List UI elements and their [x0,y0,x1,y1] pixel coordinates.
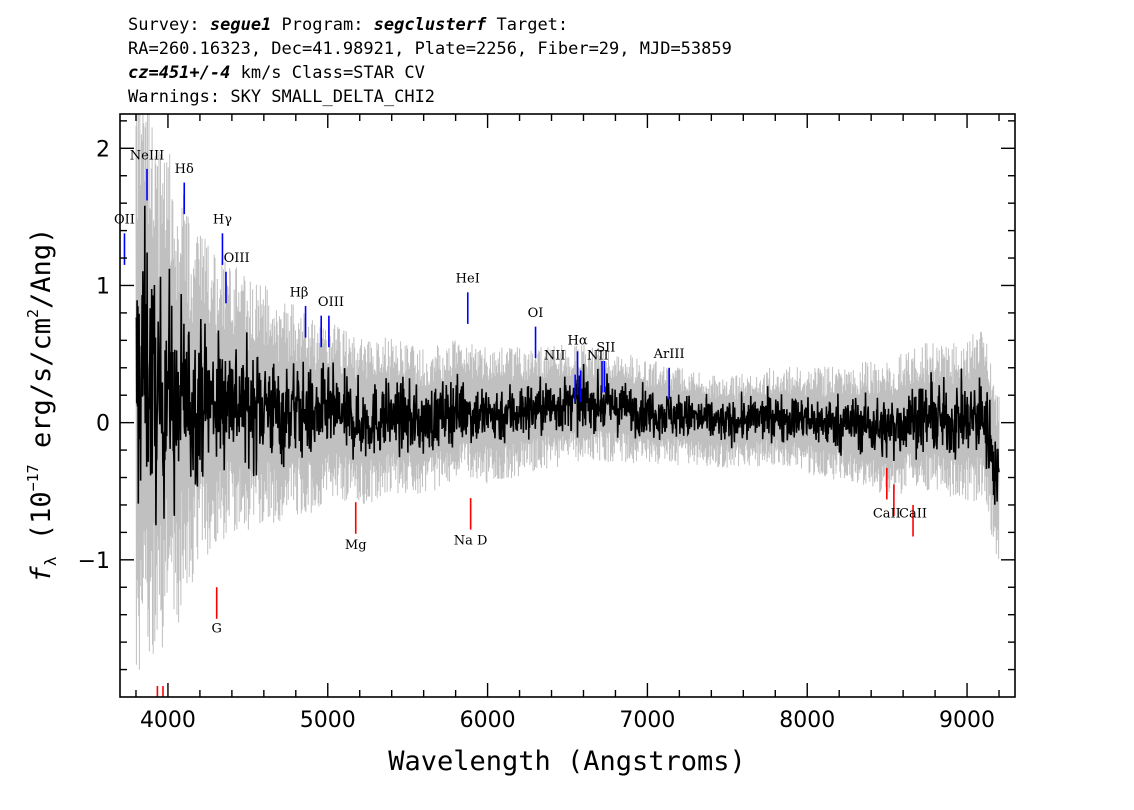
y-axis-ticks: −1 0 1 2 [78,120,1015,671]
x-tick-label: 4000 [140,708,196,733]
emission-line-label: HeI [456,272,480,287]
absorption-line-label: Mg [345,538,367,553]
emission-line-label: Hγ [213,213,232,228]
flux-series [135,205,1000,526]
y-tick-label: 0 [96,412,110,437]
emission-line-label: NII [544,349,566,364]
emission-line-label: OII [114,213,135,228]
emission-line-label: OIII [224,251,250,266]
absorption-line-label: Na D [454,534,488,549]
header-line-3: cz=451+/-4 km/s Class=STAR CV [128,63,425,83]
emission-line-label: OIII [318,295,344,310]
absorption-line-label: CaII [899,506,927,521]
emission-line-label: OI [528,306,544,321]
y-tick-label: −1 [78,549,110,574]
x-axis-ticks: 4000 5000 6000 7000 8000 9000 [135,114,1000,733]
x-tick-label: 5000 [300,708,356,733]
header-line-2: RA=260.16323, Dec=41.98921, Plate=2256, … [128,39,732,59]
emission-line-label: Hα [568,333,588,348]
emission-line-label: Hβ [290,285,309,300]
emission-line-label: Hδ [175,162,194,177]
x-tick-label: 6000 [460,708,516,733]
header-line-4: Warnings: SKY SMALL_DELTA_CHI2 [128,87,435,107]
emission-line-label: NeIII [130,148,164,163]
x-tick-label: 7000 [619,708,675,733]
plot-frame [119,113,1016,698]
error-series [135,114,1000,670]
spectral-line-markers [123,168,914,697]
y-axis-label: fλ (10−17 erg/s/cm2/Ang) [24,228,60,583]
absorption-line-label: CaII [873,506,901,521]
emission-line-label: SII [596,340,615,355]
emission-line-label: NII [587,349,609,364]
y-tick-label: 2 [96,137,110,162]
plot-area [123,114,1000,697]
x-tick-label: 9000 [939,708,995,733]
header-line-1: Survey: segue1 Program: segclusterf Targ… [128,15,568,35]
absorption-line-label: G [211,622,221,637]
x-axis-label: Wavelength (Angstroms) [388,746,746,777]
x-tick-label: 8000 [779,708,835,733]
y-tick-label: 1 [96,274,110,299]
emission-line-label: ArIII [653,347,685,362]
